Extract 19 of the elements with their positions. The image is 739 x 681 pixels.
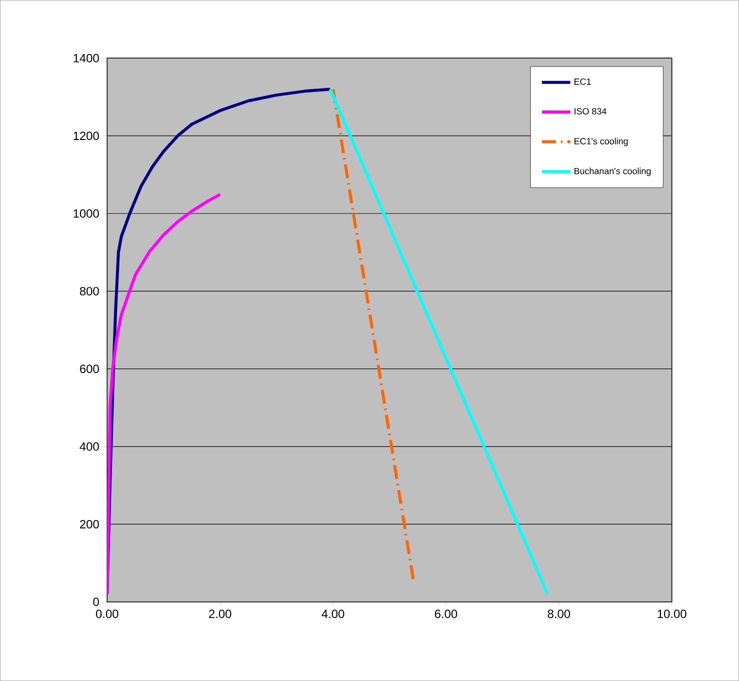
y-tick-label: 0 [93, 598, 99, 606]
y-tick-label: 1200 [74, 132, 99, 140]
y-tick-label: 1000 [74, 209, 99, 218]
legend-label: ISO 834 [574, 108, 606, 114]
x-tick-label: 6.00 [434, 610, 458, 618]
y-tick-label: 200 [80, 520, 99, 528]
y-tick-label: 400 [80, 442, 99, 451]
x-tick-label: 10.00 [658, 610, 686, 618]
legend-label: Buchanan's cooling [574, 168, 651, 176]
x-tick-label: 0.00 [96, 610, 118, 618]
x-tick-label: 4.00 [322, 610, 344, 618]
legend-label: EC1's cooling [574, 138, 628, 146]
legend-label: EC1 [574, 78, 591, 85]
x-tick-label: 2.00 [209, 610, 232, 618]
y-tick-label: 1400 [74, 54, 99, 62]
y-tick-label: 600 [80, 364, 99, 374]
y-tick-label: 800 [80, 286, 99, 296]
line-series [107, 192, 222, 596]
x-tick-label: 8.00 [548, 610, 570, 618]
